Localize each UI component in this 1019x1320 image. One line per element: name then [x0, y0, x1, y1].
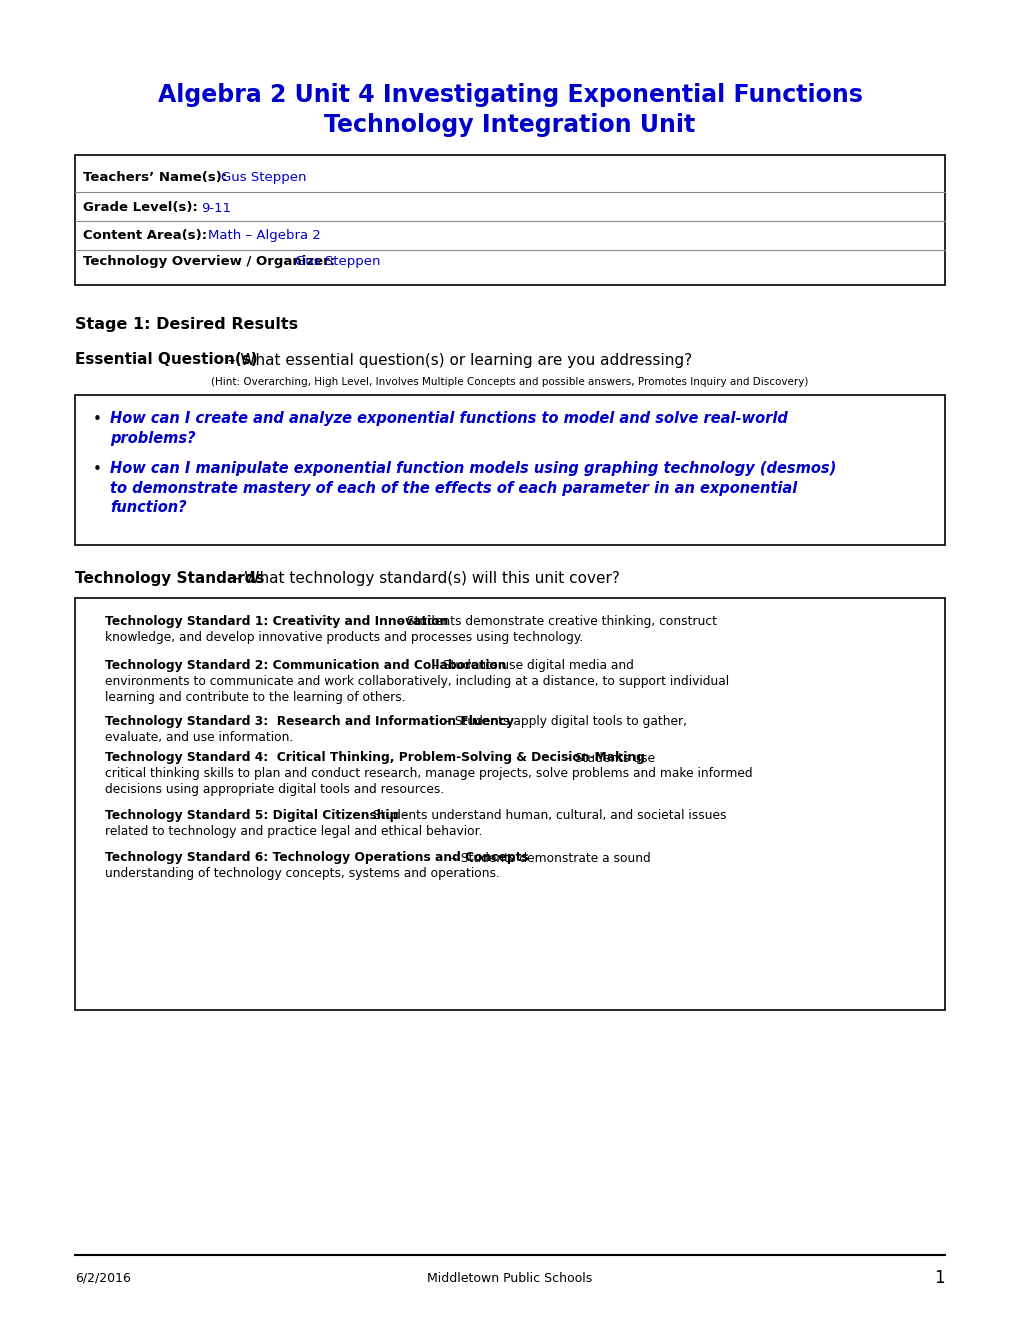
Text: Grade Level(s):: Grade Level(s): — [83, 202, 207, 214]
Text: critical thinking skills to plan and conduct research, manage projects, solve pr: critical thinking skills to plan and con… — [105, 767, 752, 780]
Text: evaluate, and use information.: evaluate, and use information. — [105, 731, 293, 744]
Text: •: • — [93, 462, 102, 478]
Text: Students understand human, cultural, and societal issues: Students understand human, cultural, and… — [369, 808, 726, 821]
Text: Technology Standard 2: Communication and Collaboration: Technology Standard 2: Communication and… — [105, 659, 506, 672]
Text: Algebra 2 Unit 4 Investigating Exponential Functions: Algebra 2 Unit 4 Investigating Exponenti… — [157, 83, 862, 107]
Text: – Students apply digital tools to gather,: – Students apply digital tools to gather… — [440, 715, 687, 729]
Text: to demonstrate mastery of each of the effects of each parameter in an exponentia: to demonstrate mastery of each of the ef… — [110, 480, 797, 495]
Text: Essential Question(s): Essential Question(s) — [75, 352, 258, 367]
Text: – Students use: – Students use — [560, 751, 654, 764]
Text: – Students demonstrate a sound: – Students demonstrate a sound — [446, 851, 650, 865]
Text: How can I manipulate exponential function models using graphing technology (desm: How can I manipulate exponential functio… — [110, 461, 836, 475]
Text: learning and contribute to the learning of others.: learning and contribute to the learning … — [105, 690, 406, 704]
Text: 9-11: 9-11 — [201, 202, 231, 214]
Text: Technology Standard 5: Digital Citizenship -: Technology Standard 5: Digital Citizensh… — [105, 808, 408, 821]
Text: problems?: problems? — [110, 430, 196, 446]
Text: Technology Standard 6: Technology Operations and Concepts: Technology Standard 6: Technology Operat… — [105, 851, 528, 865]
Bar — [75, 598, 944, 1010]
Text: Technology Standard 4:  Critical Thinking, Problem-Solving & Decision-Making: Technology Standard 4: Critical Thinking… — [105, 751, 644, 764]
Bar — [75, 395, 944, 545]
Text: environments to communicate and work collaboratively, including at a distance, t: environments to communicate and work col… — [105, 675, 729, 688]
Text: function?: function? — [110, 500, 186, 516]
Text: – Students demonstrate creative thinking, construct: – Students demonstrate creative thinking… — [392, 615, 716, 628]
Text: Middletown Public Schools: Middletown Public Schools — [427, 1271, 592, 1284]
Text: Teachers’ Name(s):: Teachers’ Name(s): — [83, 172, 236, 185]
Text: •: • — [93, 412, 102, 428]
Text: Content Area(s):: Content Area(s): — [83, 230, 216, 243]
Bar — [75, 154, 944, 285]
Text: Technology Standard 3:  Research and Information Fluency: Technology Standard 3: Research and Info… — [105, 715, 514, 729]
Text: Technology Standards: Technology Standards — [75, 570, 264, 586]
Text: 6/2/2016: 6/2/2016 — [75, 1271, 130, 1284]
Text: – Students use digital media and: – Students use digital media and — [429, 659, 633, 672]
Text: Math – Algebra 2: Math – Algebra 2 — [208, 230, 321, 243]
Text: How can I create and analyze exponential functions to model and solve real-world: How can I create and analyze exponential… — [110, 411, 787, 425]
Text: Gus Steppen: Gus Steppen — [294, 256, 380, 268]
Text: understanding of technology concepts, systems and operations.: understanding of technology concepts, sy… — [105, 867, 499, 880]
Text: Stage 1: Desired Results: Stage 1: Desired Results — [75, 318, 298, 333]
Text: – What technology standard(s) will this unit cover?: – What technology standard(s) will this … — [227, 570, 620, 586]
Text: – What essential question(s) or learning are you addressing?: – What essential question(s) or learning… — [223, 352, 692, 367]
Text: related to technology and practice legal and ethical behavior.: related to technology and practice legal… — [105, 825, 482, 837]
Text: Gus Steppen: Gus Steppen — [221, 172, 306, 185]
Text: knowledge, and develop innovative products and processes using technology.: knowledge, and develop innovative produc… — [105, 631, 583, 644]
Text: Technology Integration Unit: Technology Integration Unit — [324, 114, 695, 137]
Text: 1: 1 — [933, 1269, 944, 1287]
Text: decisions using appropriate digital tools and resources.: decisions using appropriate digital tool… — [105, 784, 444, 796]
Text: Technology Standard 1: Creativity and Innovation: Technology Standard 1: Creativity and In… — [105, 615, 448, 628]
Text: (Hint: Overarching, High Level, Involves Multiple Concepts and possible answers,: (Hint: Overarching, High Level, Involves… — [211, 378, 808, 387]
Text: Technology Overview / Organizer:: Technology Overview / Organizer: — [83, 256, 344, 268]
